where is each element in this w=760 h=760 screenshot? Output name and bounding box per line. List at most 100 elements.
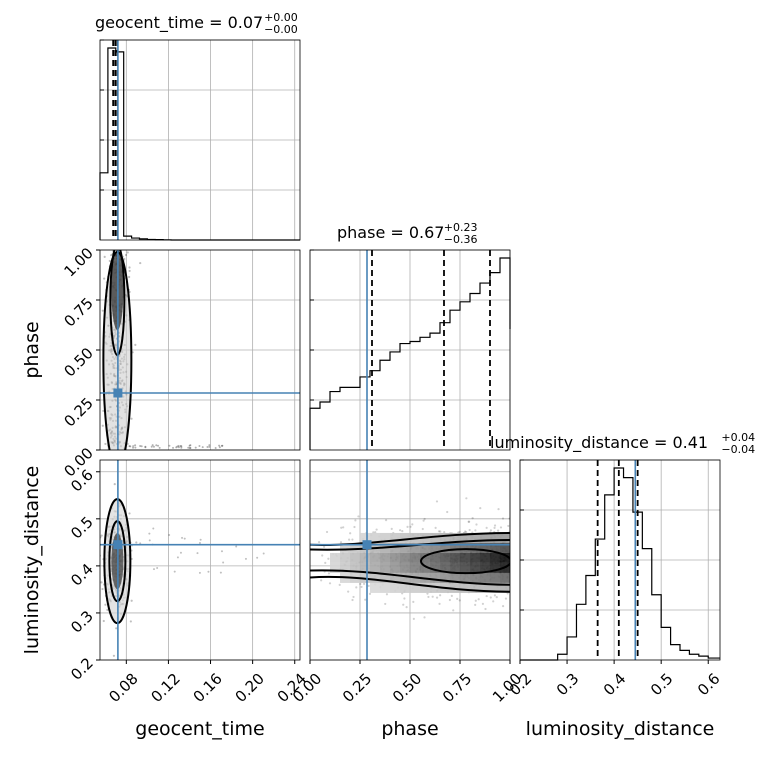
- sample-point: [327, 557, 330, 560]
- sample-point: [475, 523, 478, 526]
- sample-point: [431, 595, 434, 598]
- title-luminosity_distance: luminosity_distance = 0.41 +0.04−0.04: [490, 431, 755, 456]
- density-cell: [390, 552, 400, 563]
- density-cell: [390, 562, 400, 573]
- sample-point: [101, 309, 104, 312]
- sample-point: [493, 526, 496, 529]
- sample-point: [194, 446, 197, 449]
- sample-point: [220, 444, 223, 447]
- density-cell: [490, 552, 500, 563]
- sample-point: [187, 446, 190, 449]
- title-sub-phase: −0.36: [444, 233, 478, 246]
- sample-point: [218, 444, 221, 447]
- density-cell: [500, 542, 510, 553]
- sample-point: [339, 541, 343, 544]
- sample-point: [496, 529, 500, 532]
- density-cell: [440, 572, 450, 583]
- sample-point: [489, 529, 493, 532]
- density-cell: [410, 552, 420, 563]
- title-text-geocent_time: geocent_time = 0.07: [95, 13, 263, 33]
- sample-point: [435, 500, 439, 503]
- density-cell: [360, 552, 370, 563]
- sample-point: [102, 619, 105, 623]
- sample-point: [180, 446, 183, 449]
- sample-point: [132, 445, 135, 448]
- density-cell: [370, 572, 380, 583]
- sample-point: [474, 603, 477, 606]
- panel-frame-geocent_time: [99, 39, 301, 241]
- truth-marker-phase-vs-luminosity_distance: [362, 540, 372, 550]
- sample-point: [324, 561, 327, 564]
- sample-point: [128, 512, 131, 515]
- density-cell: [430, 552, 440, 563]
- sample-point: [499, 526, 503, 529]
- density-cell: [400, 532, 410, 543]
- sample-point: [342, 526, 345, 529]
- sample-point: [152, 445, 155, 448]
- density-cell: [340, 542, 350, 553]
- density-cell: [380, 572, 390, 583]
- sample-point: [439, 530, 442, 533]
- density-cell: [450, 532, 460, 543]
- sample-point: [256, 556, 259, 559]
- sample-point: [112, 654, 116, 657]
- sample-point: [328, 582, 332, 585]
- sample-point: [422, 519, 425, 522]
- sample-point: [129, 445, 132, 448]
- density-geocent_time-vs-luminosity_distance: [100, 483, 265, 657]
- sample-point: [421, 527, 424, 531]
- sample-point: [157, 444, 160, 447]
- sample-point: [101, 424, 104, 427]
- density-cell: [390, 582, 400, 593]
- density-cell: [460, 572, 470, 583]
- sample-point: [465, 531, 468, 534]
- sample-point: [479, 507, 482, 510]
- sample-point: [452, 609, 455, 612]
- xtick-label-phase-3: 0.75: [439, 670, 475, 706]
- sample-point: [177, 444, 180, 447]
- sample-point: [351, 598, 354, 602]
- density-cell: [350, 562, 360, 573]
- sample-point: [100, 581, 103, 584]
- sample-point: [468, 528, 471, 532]
- title-sup-luminosity_distance: +0.04: [721, 431, 755, 444]
- sample-point: [399, 529, 402, 532]
- sample-point: [468, 520, 471, 523]
- sample-point: [172, 446, 175, 449]
- sample-point: [367, 584, 370, 587]
- sample-point: [222, 561, 225, 564]
- sample-point: [176, 556, 179, 559]
- density-cell: [450, 562, 460, 573]
- density-layer: [100, 250, 510, 657]
- sample-point: [327, 572, 331, 575]
- density-cell: [420, 562, 430, 573]
- density-cell: [340, 562, 350, 573]
- sample-point: [104, 603, 107, 606]
- density-cell: [450, 572, 460, 583]
- sample-point: [126, 251, 129, 254]
- density-cell: [470, 552, 480, 563]
- sample-point: [150, 445, 153, 448]
- sample-point: [128, 275, 131, 279]
- sample-point: [321, 554, 324, 557]
- density-cell: [430, 582, 440, 593]
- sample-point: [132, 446, 135, 449]
- density-cell: [460, 532, 470, 543]
- sample-point: [144, 445, 147, 448]
- sample-point: [123, 257, 126, 261]
- sample-point: [129, 620, 132, 623]
- sample-point: [100, 534, 103, 537]
- y-axis-label-luminosity_distance: luminosity_distance: [21, 466, 43, 655]
- sample-point: [188, 446, 191, 449]
- title-sub-luminosity_distance: −0.04: [721, 443, 755, 456]
- sample-point: [235, 545, 238, 548]
- ytick-label-luminosity_distance-3: 0.5: [67, 513, 97, 543]
- xtick-label-phase-2: 0.50: [389, 670, 425, 706]
- frames-layer: [96, 39, 721, 664]
- sample-point: [353, 525, 356, 529]
- density-cell: [470, 542, 480, 553]
- sample-point: [151, 444, 154, 447]
- density-cell: [400, 562, 410, 573]
- sample-point: [104, 442, 107, 446]
